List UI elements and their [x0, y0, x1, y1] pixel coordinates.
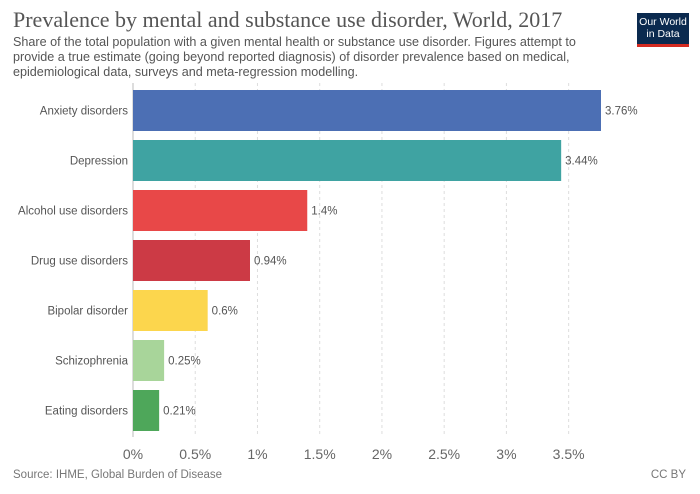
category-label: Eating disorders — [45, 406, 128, 418]
owid-logo[interactable]: Our World in Data — [637, 13, 689, 47]
value-label: 0.6% — [212, 306, 238, 318]
logo-line-1: Our World — [639, 16, 687, 28]
source-note[interactable]: Source: IHME, Global Burden of Disease — [13, 469, 223, 481]
category-label: Depression — [70, 156, 128, 168]
bar[interactable] — [133, 390, 160, 431]
category-label: Schizophrenia — [55, 356, 128, 368]
bar[interactable] — [133, 240, 250, 281]
bar[interactable] — [133, 140, 562, 181]
x-tick-label: 0.5% — [179, 446, 211, 462]
value-label: 1.4% — [311, 206, 337, 218]
value-label: 0.25% — [168, 356, 201, 368]
category-label: Alcohol use disorders — [18, 206, 128, 218]
category-label: Drug use disorders — [31, 256, 128, 268]
license-link[interactable]: CC BY — [650, 469, 686, 481]
x-tick-label: 3.5% — [553, 446, 585, 462]
logo-line-2: in Data — [646, 28, 680, 40]
value-label: 0.94% — [254, 256, 287, 268]
bar[interactable] — [133, 190, 308, 231]
x-tick-label: 1.5% — [304, 446, 336, 462]
bars — [133, 90, 601, 431]
x-tick-label: 0% — [123, 446, 143, 462]
bar[interactable] — [133, 340, 165, 381]
x-tick-label: 3% — [496, 446, 516, 462]
labels: 0% 0.5% 1% 1.5% 2% 2.5% 3% 3.5% Anxiety disorder… — [18, 106, 638, 463]
x-tick-label: 2% — [372, 446, 392, 462]
category-label: Anxiety disorders — [40, 106, 128, 118]
x-tick-label: 2.5% — [428, 446, 460, 462]
bar[interactable] — [133, 290, 208, 331]
x-tick-label: 1% — [247, 446, 267, 462]
value-label: 3.44% — [565, 156, 598, 168]
bar[interactable] — [133, 90, 601, 131]
chart-subtitle: Share of the total population with a giv… — [13, 35, 576, 79]
chart-title: Prevalence by mental and substance use d… — [13, 7, 563, 32]
value-label: 3.76% — [605, 106, 638, 118]
value-label: 0.21% — [163, 406, 196, 418]
category-label: Bipolar disorder — [47, 306, 128, 318]
